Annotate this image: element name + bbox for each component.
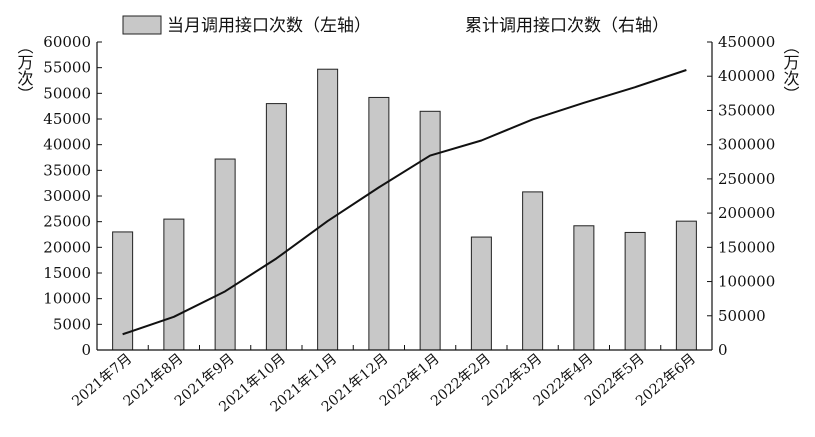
legend-line-label: 累计调用接口次数（右轴）: [465, 16, 669, 36]
right-tick-label: 400000: [718, 67, 775, 85]
left-tick-label: 60000: [43, 33, 91, 51]
bar-10: [624, 231, 646, 351]
right-tick-label: 200000: [718, 204, 775, 222]
left-tick-label: 50000: [43, 84, 91, 102]
bar-2: [214, 158, 236, 351]
right-tick-label: 300000: [718, 136, 775, 154]
right-tick-label: 50000: [718, 307, 766, 325]
bar-4: [317, 68, 339, 351]
right-tick-label: 450000: [718, 33, 775, 51]
left-tick-label: 55000: [43, 59, 91, 77]
right-axis-unit-label: （万次）: [781, 38, 800, 102]
right-tick-label: 100000: [718, 273, 775, 291]
left-tick-label: 25000: [43, 213, 91, 231]
bar-8: [522, 191, 544, 351]
right-tick-label: 150000: [718, 238, 775, 256]
legend: 当月调用接口次数（左轴） 累计调用接口次数（右轴）: [122, 15, 669, 36]
right-tick-label: 0: [718, 341, 728, 359]
left-tick-label: 15000: [43, 264, 91, 282]
left-tick-label: 35000: [43, 161, 91, 179]
right-tick-label: 350000: [718, 101, 775, 119]
left-tick-label: 5000: [53, 315, 91, 333]
legend-bar-swatch: [122, 15, 162, 35]
left-tick-label: 10000: [43, 290, 91, 308]
plot-area: 0 5000 10000 15000 20000 25000 30000 35000 40000…: [43, 33, 775, 415]
bar-9: [573, 225, 595, 351]
bar-5: [368, 96, 390, 351]
bar-1: [163, 218, 185, 351]
bar-6: [419, 110, 441, 351]
bar-3: [265, 103, 287, 351]
cumulative-line: [122, 69, 687, 336]
legend-bar-label: 当月调用接口次数（左轴）: [167, 16, 371, 36]
left-tick-label: 30000: [43, 187, 91, 205]
left-tick-label: 40000: [43, 136, 91, 154]
bar-11: [675, 220, 697, 351]
left-tick-label: 0: [81, 341, 91, 359]
right-tick-label: 250000: [718, 170, 775, 188]
left-tick-label: 20000: [43, 238, 91, 256]
bar-7: [470, 236, 492, 351]
left-tick-label: 45000: [43, 110, 91, 128]
left-axis-unit-label: （万次）: [15, 38, 34, 102]
